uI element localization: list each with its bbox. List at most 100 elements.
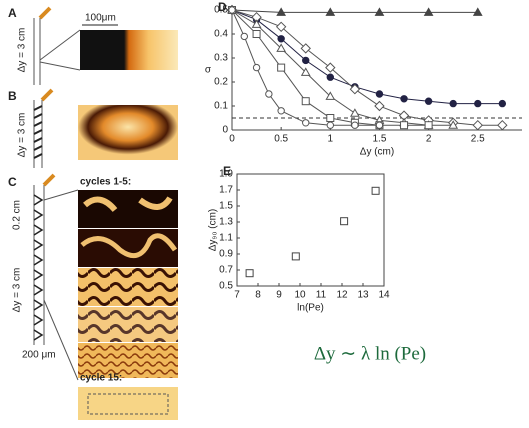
series-line [231,9,503,105]
marker [301,97,310,106]
marker [302,119,310,127]
y-axis-label: σ [205,65,212,76]
y-axis-label: Δy₉₀ (cm) [208,209,219,252]
chart-title: D [218,0,227,14]
series-line [231,9,454,126]
y-tick-label: 1.3 [219,217,233,228]
marker [326,121,335,129]
marker [325,62,336,73]
marker [277,107,285,115]
marker [400,121,409,130]
marker [277,63,286,72]
marker [449,99,457,108]
marker [472,7,483,16]
x-axis-label: Δy (cm) [360,147,394,158]
channel-schematic [33,88,54,168]
marker [240,32,248,41]
marker [276,7,287,16]
marker [474,99,482,108]
series-line [231,9,503,126]
panel-label: C [8,175,17,189]
marker [252,63,261,72]
marker [300,43,311,54]
marker [400,95,408,103]
length-label: Δy = 3 cm [17,28,28,73]
chart-title: E [223,164,231,178]
marker [251,19,262,28]
width-label: 200 μm [22,350,56,361]
micrograph [78,387,178,420]
x-tick-label: 2 [426,134,432,145]
y-tick-label: 0.2 [214,77,228,88]
marker [275,21,287,33]
cycles-label: cycle 15: [80,373,122,384]
marker [245,269,254,278]
x-tick-label: 10 [294,290,306,301]
x-tick-label: 9 [276,290,282,301]
marker [497,119,508,131]
length-label: Δy = 3 cm [17,113,28,158]
x-tick-label: 0.5 [274,134,288,145]
micrograph [78,105,178,160]
marker [300,67,311,76]
marker [371,186,380,195]
x-tick-label: 8 [255,290,261,301]
equation: Δy ∼ λ ln (Pe) [314,343,426,364]
marker [351,121,359,129]
marker [252,30,261,38]
marker [498,99,507,108]
micrograph [80,30,178,70]
y-tick-label: 1.7 [219,185,233,196]
marker [325,7,336,16]
x-tick-label: 7 [234,290,240,301]
y-tick-label: 1.9 [219,169,233,180]
plot-frame [236,173,385,287]
marker [448,120,459,129]
marker [423,7,434,16]
y-tick-label: 1.1 [219,233,233,244]
marker [472,119,483,131]
y-tick-label: 0.1 [214,101,228,112]
length-label: Δy = 3 cm [12,268,23,313]
x-tick-label: 1.5 [373,134,387,145]
marker [326,73,335,81]
x-tick-label: 2.5 [471,134,485,145]
scale-label: 100μm [85,13,116,24]
x-tick-label: 0 [229,134,235,145]
micrograph-stack [78,190,178,378]
x-tick-label: 1 [328,134,334,145]
series-line [231,9,478,13]
marker [349,83,361,95]
marker [265,90,273,98]
marker [228,6,236,14]
y-tick-label: 0.3 [214,53,228,64]
marker [340,217,349,226]
marker [424,121,433,130]
channel-schematic [33,173,79,381]
cycles-label: cycles 1-5: [80,177,131,188]
panel-label: B [8,89,17,103]
marker [374,7,385,16]
marker [291,252,300,261]
marker [375,121,384,129]
marker [277,35,285,43]
x-tick-label: 11 [316,290,327,301]
marker [375,90,384,98]
x-axis-label: ln(Pe) [297,303,324,314]
y-tick-label: 0.9 [219,249,233,260]
y-tick-label: 1.5 [219,201,233,212]
marker [326,114,335,122]
marker [325,91,336,100]
marker [350,108,360,117]
roi [87,393,169,415]
y-tick-label: 0.4 [214,29,228,40]
x-tick-label: 12 [336,290,348,301]
y-tick-label: 0.5 [214,5,228,16]
y-tick-label: 0.7 [219,265,233,276]
x-tick-label: 14 [378,290,390,301]
channel-schematic [33,6,81,85]
y-tick-label: 0 [222,125,228,136]
spacing-label: 0.2 cm [12,200,23,230]
marker [276,43,287,52]
